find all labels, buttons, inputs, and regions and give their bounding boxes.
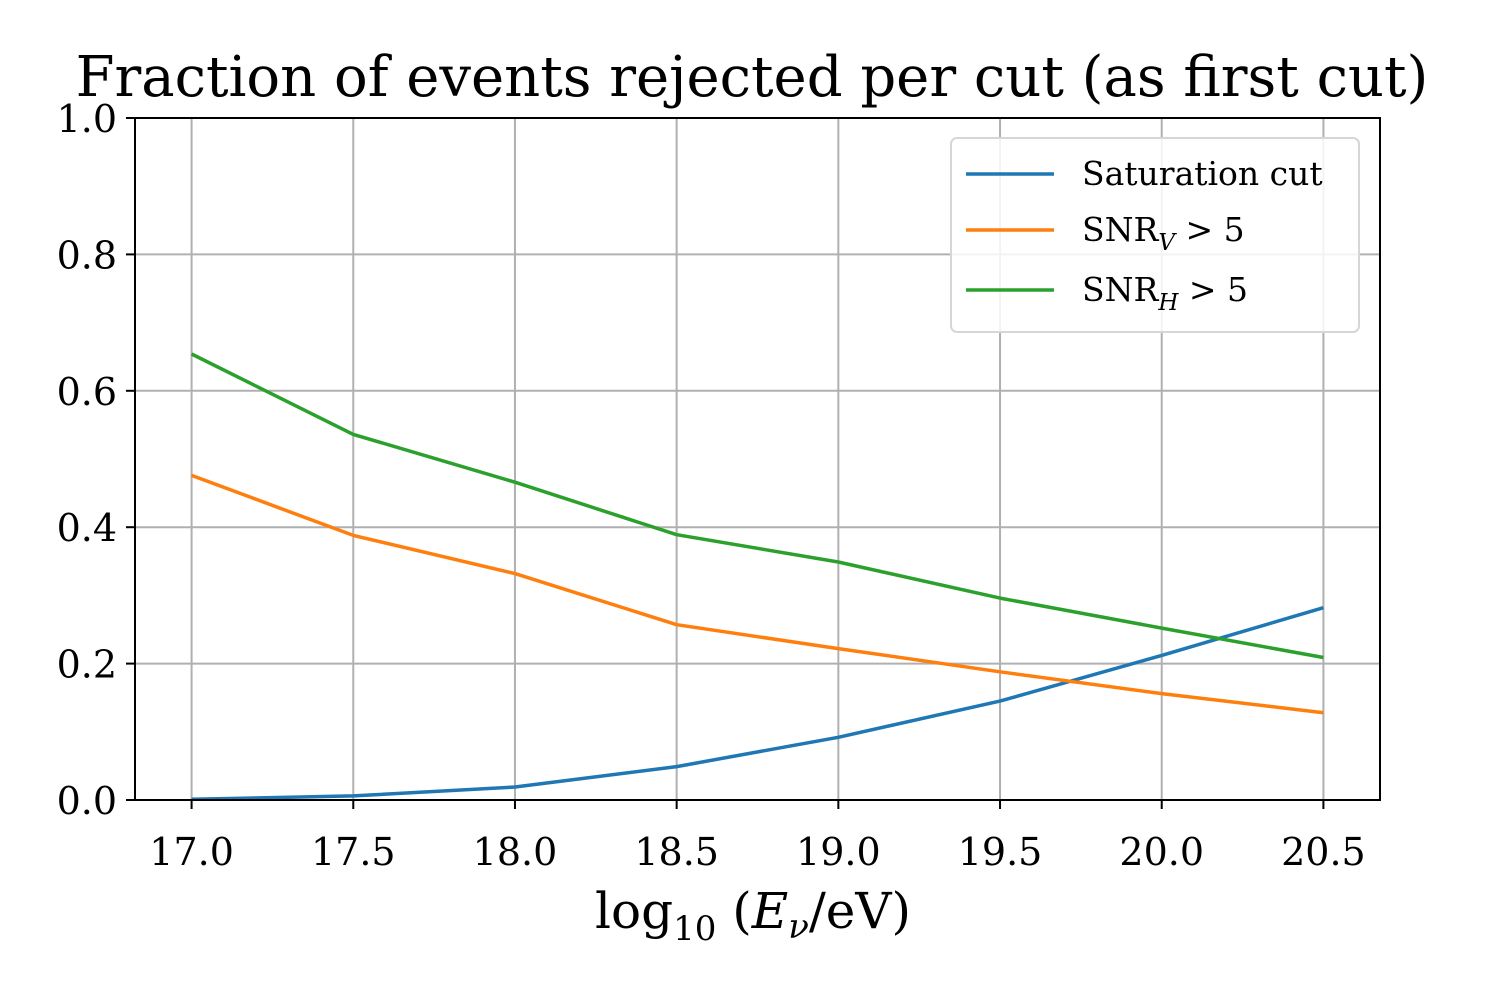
series-line-3 [190,352,1324,660]
legend-label-1: Saturation cut [1082,154,1323,193]
x-tick-label: 19.0 [796,830,881,874]
y-tick-label: 1.0 [57,97,117,141]
x-axis-label-log: log [595,882,673,940]
y-tick-label: 0.0 [57,779,117,823]
series-line-1 [191,606,1324,802]
x-axis-label: log10 (Eν/eV) [595,882,911,949]
x-tick-label: 20.5 [1281,830,1366,874]
x-axis-label-log-base: 10 [673,909,716,949]
x-tick-label: 17.5 [311,830,396,874]
legend: Saturation cut SNRV > 5 SNRH > 5 [950,137,1360,333]
legend-label-3: SNRH > 5 [1082,270,1248,316]
x-axis-label-rest: /eV) [809,882,911,940]
legend-label-2: SNRV > 5 [1082,210,1245,256]
x-tick-label: 19.5 [958,830,1043,874]
x-axis-label-var: E [751,882,789,940]
y-tick-label: 0.4 [57,506,117,550]
x-tick-label: 20.0 [1119,830,1204,874]
x-tick-label: 18.0 [473,830,558,874]
x-axis-label-open: ( [716,882,751,940]
y-tick-label: 0.2 [57,643,117,687]
y-tick-label: 0.8 [57,233,117,277]
axis-ticks: 17.0 17.5 18.0 18.5 19.0 19.5 20.0 20.5 0.0 0.2 0.… [57,97,1366,874]
chart-title: Fraction of events rejected per cut (as … [76,45,1429,110]
x-tick-label: 18.5 [634,830,719,874]
x-axis-label-var-sub: ν [788,907,809,947]
legend-box [950,137,1360,333]
series-lines [190,352,1324,802]
x-tick-label: 17.0 [149,830,234,874]
plot-area-frame [134,117,1381,801]
y-tick-label: 0.6 [57,370,117,414]
series-line-2 [190,473,1324,715]
